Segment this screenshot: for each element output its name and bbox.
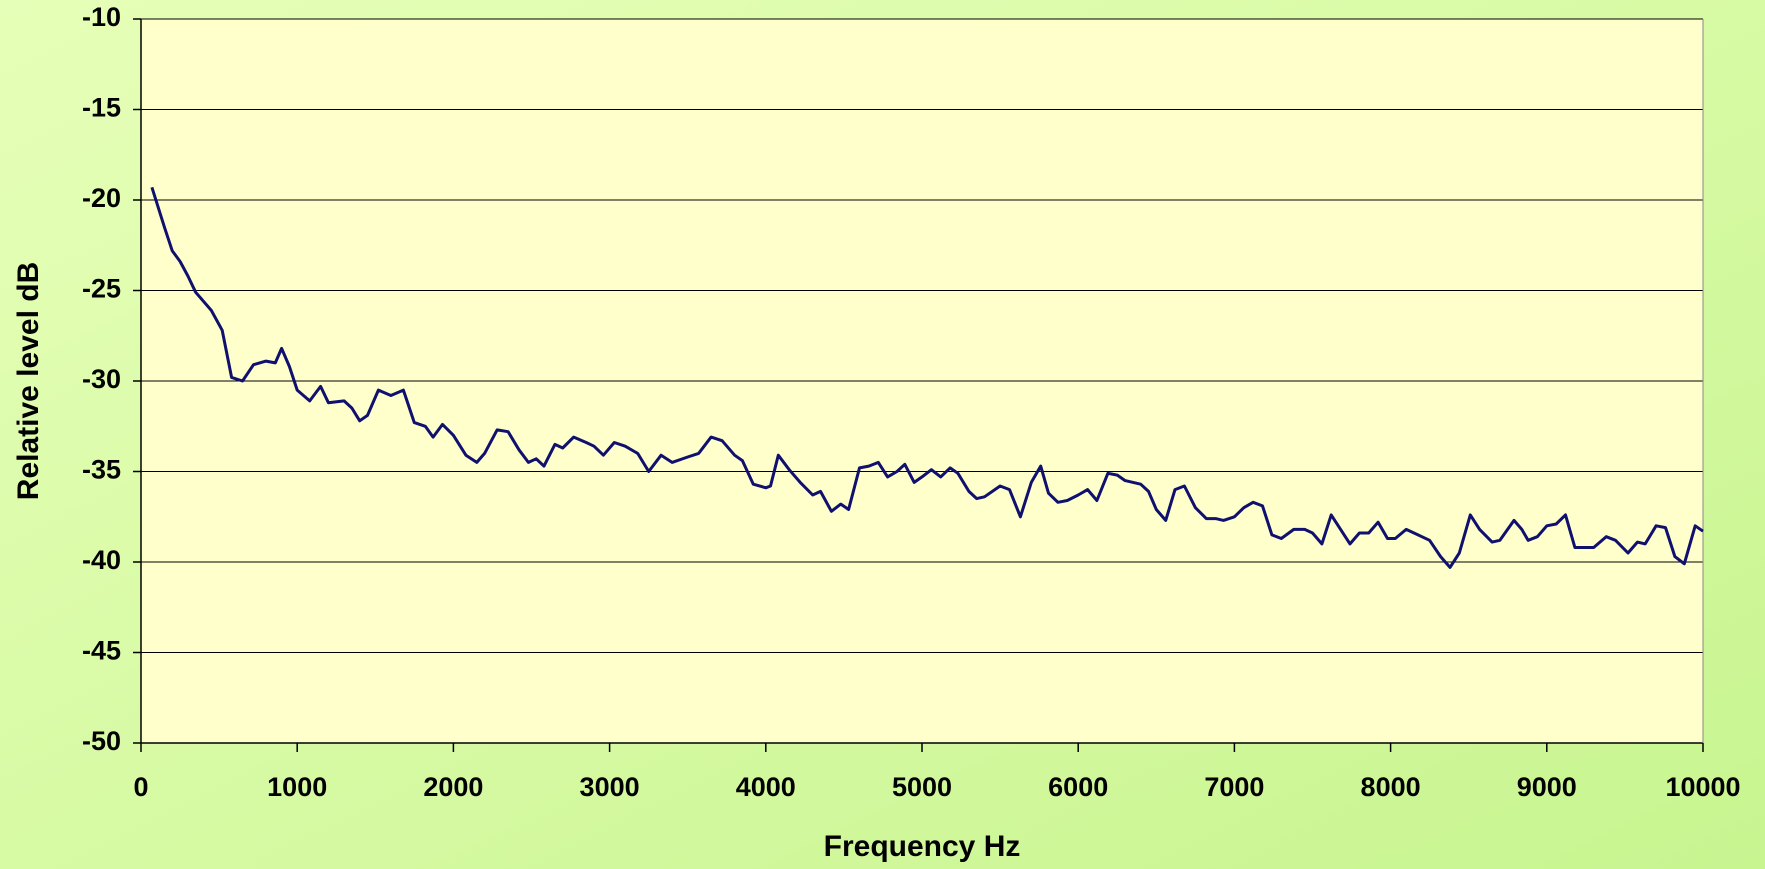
y-tick-label: -30 bbox=[82, 364, 121, 394]
x-tick-label: 10000 bbox=[1665, 772, 1740, 802]
y-tick-label: -20 bbox=[82, 183, 121, 213]
y-tick-label: -45 bbox=[82, 636, 121, 666]
x-axis-title: Frequency Hz bbox=[824, 830, 1021, 863]
data-line bbox=[150, 186, 1704, 569]
y-tick-label: -15 bbox=[82, 93, 121, 123]
x-tick-label: 2000 bbox=[423, 772, 483, 802]
y-tick-label: -10 bbox=[82, 2, 121, 32]
y-tick-label: -40 bbox=[82, 545, 121, 575]
x-tick-label: 6000 bbox=[1048, 772, 1108, 802]
x-tick-label: 1000 bbox=[267, 772, 327, 802]
x-tick-label: 7000 bbox=[1204, 772, 1264, 802]
x-tick-label: 5000 bbox=[892, 772, 952, 802]
y-tick-label: -25 bbox=[82, 274, 121, 304]
x-tick-label: 3000 bbox=[580, 772, 640, 802]
x-tick-label: 9000 bbox=[1517, 772, 1577, 802]
y-axis-title: Relative level dB bbox=[12, 262, 45, 500]
x-tick-label: 0 bbox=[133, 772, 148, 802]
y-tick-label: -50 bbox=[82, 726, 121, 756]
x-tick-label: 4000 bbox=[736, 772, 796, 802]
x-tick-label: 8000 bbox=[1361, 772, 1421, 802]
y-tick-label: -35 bbox=[82, 455, 121, 485]
